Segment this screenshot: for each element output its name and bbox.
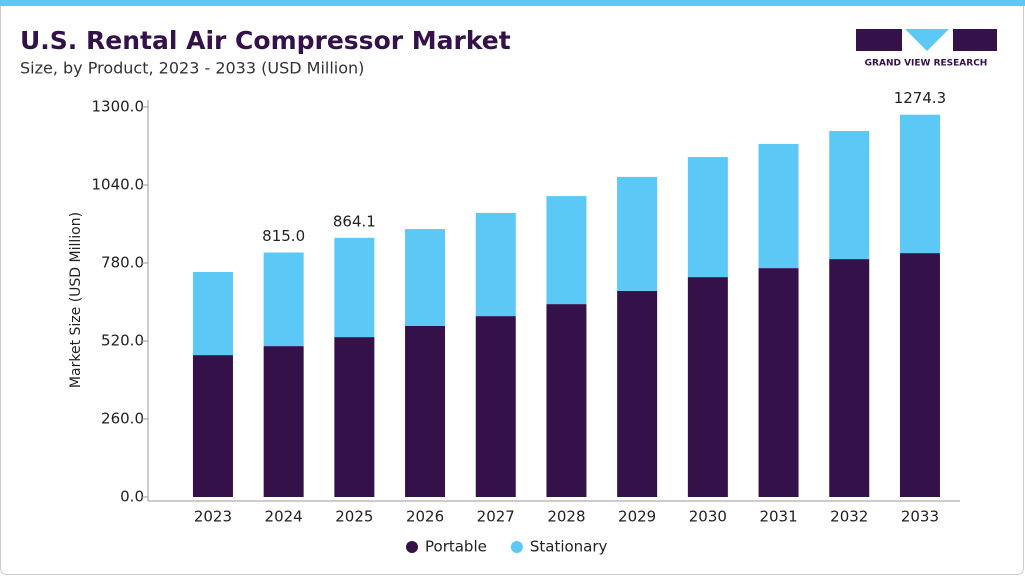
x-tick-label: 2027 xyxy=(477,508,515,526)
x-tick-label: 2031 xyxy=(759,508,797,526)
x-tick-label: 2024 xyxy=(265,508,303,526)
bar-segment xyxy=(546,196,587,305)
legend-label: Stationary xyxy=(530,538,608,556)
y-tick-label: 1040.0 xyxy=(92,176,145,194)
brand: GRAND VIEW RESEARCH xyxy=(865,59,988,69)
bar-segment xyxy=(334,337,375,497)
bar-segment xyxy=(475,212,516,317)
y-tick-label: 0.0 xyxy=(120,488,144,506)
bar-segment xyxy=(829,131,870,260)
x-tick-label: 2032 xyxy=(830,508,868,526)
bar-segment xyxy=(405,229,446,326)
bar-segment xyxy=(687,157,728,278)
top-stripe xyxy=(0,0,1025,6)
bar-segment xyxy=(758,268,799,497)
legend-swatch xyxy=(510,541,523,553)
logo: GRAND VIEW RESEARCH xyxy=(856,29,997,69)
y-axis-label: Market Size (USD Million) xyxy=(68,212,84,388)
total-label: 1274.3 xyxy=(894,89,947,107)
y-tick-label: 260.0 xyxy=(101,410,144,428)
x-tick-label: 2033 xyxy=(901,508,939,526)
bar-segment xyxy=(758,143,799,269)
x-tick-label: 2023 xyxy=(194,508,232,526)
x-tick-label: 2025 xyxy=(335,508,373,526)
y-tick-label: 1300.0 xyxy=(92,98,145,116)
x-tick-label: 2030 xyxy=(689,508,727,526)
bar-segment xyxy=(687,277,728,497)
chart-subtitle: Size, by Product, 2023 - 2033 (USD Milli… xyxy=(20,59,364,78)
bar-segment xyxy=(192,272,233,356)
x-tick-label: 2028 xyxy=(547,508,585,526)
bar-segment xyxy=(617,176,658,291)
legend-swatch xyxy=(406,541,418,553)
bar-segment xyxy=(405,326,446,497)
bar-segment xyxy=(546,304,587,497)
x-tick-label: 2029 xyxy=(618,508,656,526)
bar-segment xyxy=(475,316,516,497)
total-label: 864.1 xyxy=(333,212,376,230)
y-tick-label: 780.0 xyxy=(101,254,144,272)
bar-segment xyxy=(617,290,658,497)
legend-label: Portable xyxy=(425,538,487,556)
chart-title: U.S. Rental Air Compressor Market xyxy=(20,26,511,55)
bar-segment xyxy=(192,355,233,497)
total-label: 815.0 xyxy=(262,227,305,245)
bar-segment xyxy=(263,252,304,347)
x-tick-label: 2026 xyxy=(406,508,444,526)
bar-segment xyxy=(899,114,940,254)
bar-segment xyxy=(263,346,304,497)
bar-segment xyxy=(829,259,870,497)
bar-segment xyxy=(334,237,375,338)
bar-segment xyxy=(899,253,940,497)
y-tick-label: 520.0 xyxy=(101,332,144,350)
